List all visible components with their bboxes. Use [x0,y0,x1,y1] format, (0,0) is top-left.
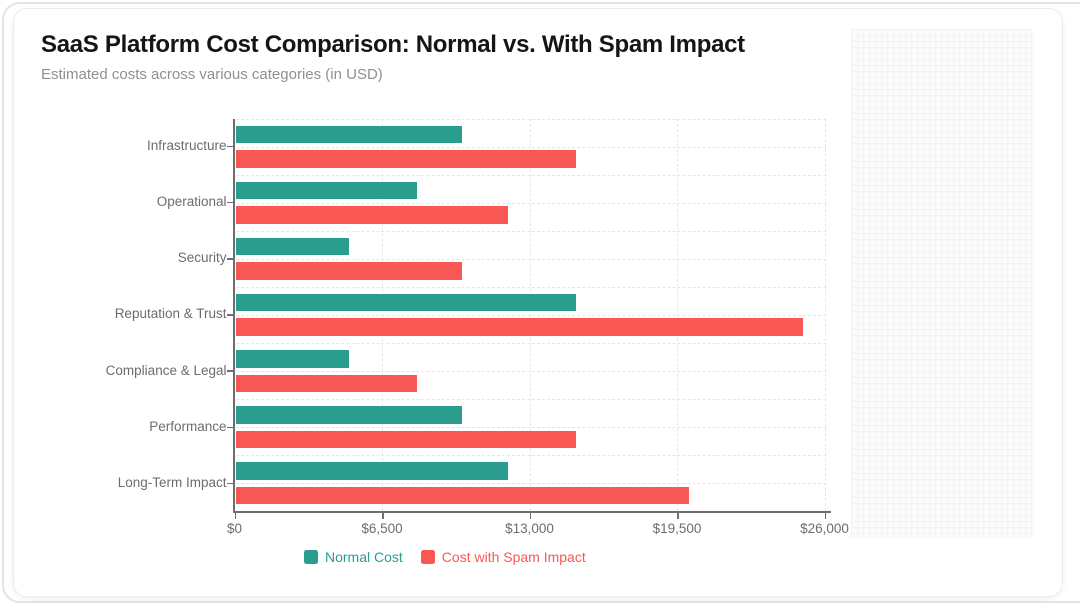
y-gridline [235,286,826,288]
x-axis-tick [382,513,384,520]
y-gridline [235,202,826,204]
bar-normal-cost[interactable] [235,237,349,256]
category-label: Performance [149,418,227,434]
y-axis-line [232,118,235,513]
y-gridline [235,314,826,316]
category-label: Compliance & Legal [105,362,227,378]
bar-normal-cost[interactable] [235,462,508,480]
x-axis-label: $0 [226,520,243,536]
x-gridline [677,118,678,512]
category-label: Infrastructure [146,138,227,154]
bar-chart-plot: $0 $6,500 $13,000 $19,500 $26,000 Infrastruct… [14,9,1062,596]
bar-normal-cost[interactable] [235,125,463,144]
y-gridline [235,343,826,345]
y-gridline [235,230,826,232]
x-axis-tick [234,513,236,520]
legend-swatch-normal-cost-icon [304,550,318,564]
y-gridline [235,258,826,260]
legend-item-spam-cost[interactable]: Cost with Spam Impact [420,549,586,565]
y-gridline [235,455,826,457]
x-gridline [529,118,531,512]
x-axis-label: $13,000 [505,520,554,536]
legend-label-normal-cost: Normal Cost [325,549,403,565]
category-label: Operational [156,194,227,210]
bar-spam-cost[interactable] [235,150,576,168]
bar-spam-cost[interactable] [235,430,576,449]
category-label: Long-Term Impact [117,474,227,490]
chart-subtitle: Estimated costs across various categorie… [41,66,383,83]
bar-normal-cost[interactable] [235,181,418,200]
y-gridline [235,371,826,373]
x-gridline [824,118,826,512]
y-axis-tick [226,426,234,429]
y-axis-tick [226,482,234,485]
bar-normal-cost[interactable] [235,350,349,368]
x-axis-tick [677,513,679,520]
bar-spam-cost[interactable] [235,374,418,393]
y-gridline [235,483,826,485]
bar-spam-cost[interactable] [235,318,803,336]
legend-swatch-spam-cost-icon [420,550,435,564]
y-gridline [235,427,826,429]
bar-spam-cost[interactable] [235,262,463,280]
category-label: Reputation & Trust [114,306,227,322]
y-gridline [235,146,826,148]
y-gridline [235,174,826,176]
bar-normal-cost[interactable] [235,293,576,312]
texture-panel [851,29,1033,538]
legend-item-normal-cost[interactable]: Normal Cost [304,549,403,565]
y-axis-tick [226,201,234,204]
chart-title: SaaS Platform Cost Comparison: Normal vs… [41,31,745,58]
x-axis-line [232,511,831,514]
x-axis-tick [529,513,531,520]
y-axis-tick [226,314,234,316]
y-axis-tick [226,370,234,372]
x-axis-label: $19,500 [652,520,702,536]
bar-spam-cost[interactable] [235,486,690,505]
x-axis-label: $26,000 [800,520,849,536]
chart-legend: Normal Cost Cost with Spam Impact [304,549,586,565]
x-axis-label: $6,500 [361,520,403,536]
y-axis-tick [226,258,234,260]
legend-label-spam-cost: Cost with Spam Impact [441,549,586,565]
x-gridline [382,118,383,512]
chart-card: SaaS Platform Cost Comparison: Normal vs… [13,8,1063,597]
y-gridline [235,399,826,401]
category-label: Security [177,250,227,266]
y-gridline [235,118,826,120]
y-axis-tick [226,145,234,148]
x-axis-tick [824,513,826,520]
bar-normal-cost[interactable] [235,406,463,424]
bar-spam-cost[interactable] [235,206,508,224]
